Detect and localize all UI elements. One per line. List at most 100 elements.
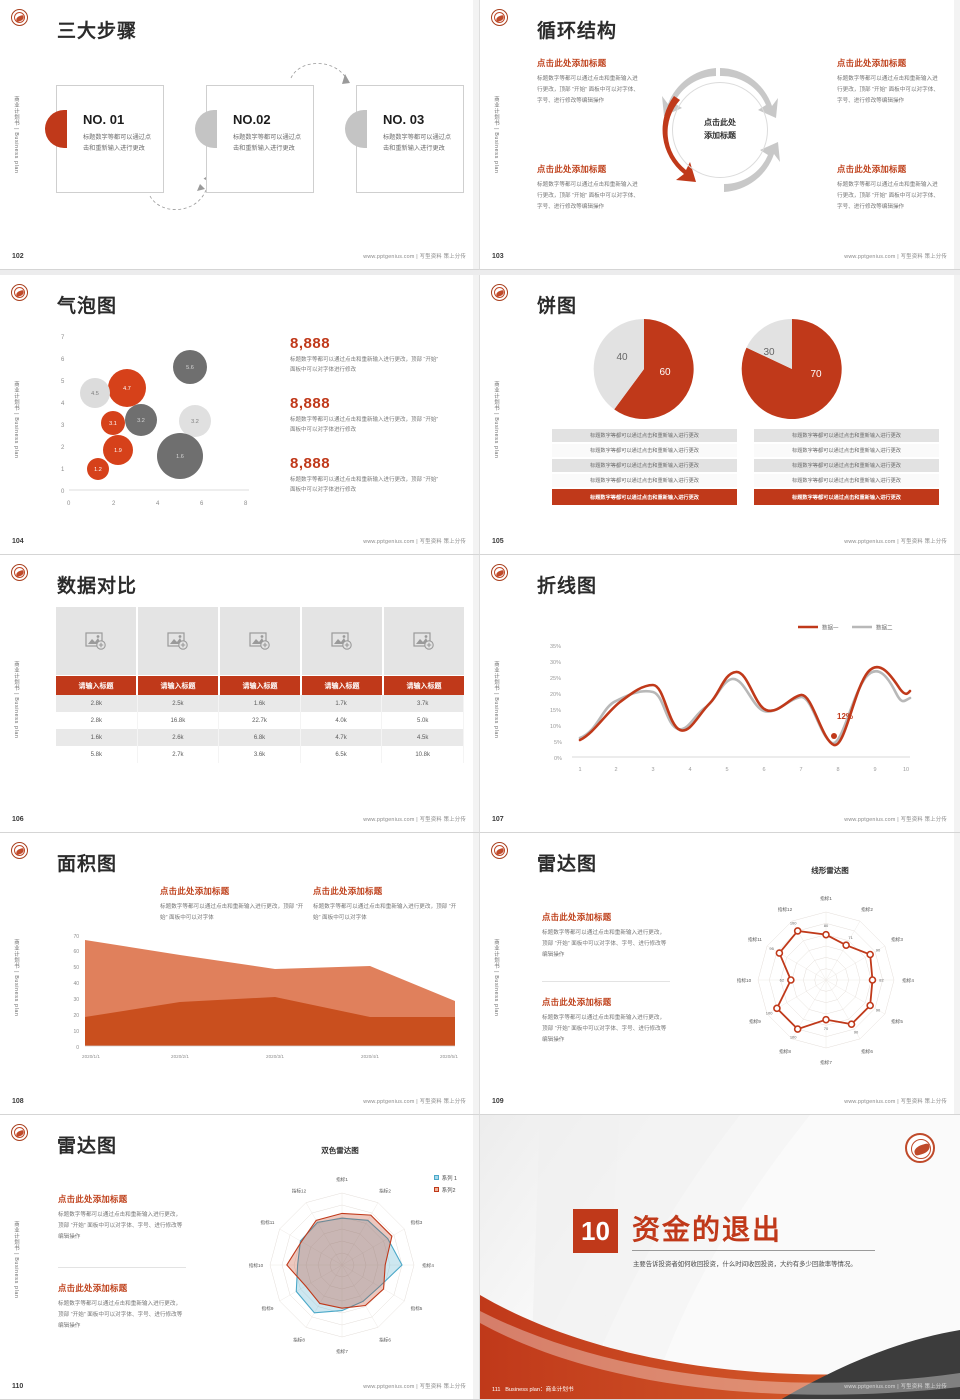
legend-row-highlight[interactable]: 标题数字等都可以通过点击和重新输入进行更改 <box>552 489 737 505</box>
area-block-2[interactable]: 点击此处添加标题 标题数字等都可以通过点击和重新输入进行更改，顶部 “开始” 面… <box>313 885 458 924</box>
grid-gap <box>0 270 960 275</box>
svg-text:5%: 5% <box>554 740 562 746</box>
cycle-center[interactable]: 点击此处 添加标题 <box>672 82 768 178</box>
step-card-1[interactable]: NO. 01 标题数字等都可以通过点击和重新输入进行更改 <box>56 85 164 193</box>
stat-3[interactable]: 8,888 标题数字等都可以通过点击和重新输入进行更改，顶部 “开始” 面板中可… <box>290 455 442 495</box>
slide-109[interactable]: 雷达图 商业计划书 | Business plan 线形雷达图 点击此处添加标题… <box>480 833 960 1115</box>
footer-credit: www.pptgenius.com | 写型资料 策上分传 <box>844 254 947 260</box>
table-column-header: 请输入标题 <box>138 676 218 695</box>
page-number: 107 <box>492 816 504 823</box>
slide-103[interactable]: 循环结构 商业计划书 | Business plan 点击此处添加标题 标题数字… <box>480 0 960 270</box>
legend-row[interactable]: 标题数字等都可以通过点击和重新输入进行更改 <box>552 459 737 472</box>
table-cell: 1.6k <box>56 729 138 746</box>
step-number: NO.02 <box>233 112 271 127</box>
radar-block-2[interactable]: 点击此处添加标题 标题数字等都可以通过点击和重新输入进行更改，顶部 “开始” 面… <box>542 981 670 1046</box>
cycle-block-3[interactable]: 点击此处添加标题 标题数字等都可以通过点击和重新输入进行更改，顶部 “开始” 面… <box>837 57 942 107</box>
image-placeholder-icon[interactable] <box>138 607 218 675</box>
pie-legend-left: 标题数字等都可以通过点击和重新输入进行更改 标题数字等都可以通过点击和重新输入进… <box>552 429 737 507</box>
svg-text:指标6: 指标6 <box>379 1336 391 1343</box>
legend-row[interactable]: 标题数字等都可以通过点击和重新输入进行更改 <box>754 444 939 457</box>
image-placeholder-icon[interactable] <box>220 607 300 675</box>
image-placeholder-icon[interactable] <box>302 607 382 675</box>
svg-text:20: 20 <box>73 1013 79 1019</box>
brand-logo-icon <box>491 284 508 301</box>
table-cell: 1.7k <box>301 695 383 712</box>
cycle-block-4[interactable]: 点击此处添加标题 标题数字等都可以通过点击和重新输入进行更改，顶部 “开始” 面… <box>837 163 942 213</box>
legend-row[interactable]: 标题数字等都可以通过点击和重新输入进行更改 <box>552 474 737 487</box>
slide-106[interactable]: 数据对比 商业计划书 | Business plan 请输入标题 请输入标题 请输入… <box>0 555 480 833</box>
footer-credit: www.pptgenius.com | 写型资料 策上分传 <box>363 1384 466 1390</box>
svg-text:2020/4/1: 2020/4/1 <box>361 1054 379 1059</box>
radar-block-1[interactable]: 点击此处添加标题 标题数字等都可以通过点击和重新输入进行更改，顶部 “开始” 面… <box>58 1193 186 1243</box>
svg-text:4.7: 4.7 <box>123 386 131 392</box>
svg-text:80: 80 <box>824 923 829 928</box>
footer-credit: www.pptgenius.com | 写型资料 策上分传 <box>363 1099 466 1105</box>
legend-row[interactable]: 标题数字等都可以通过点击和重新输入进行更改 <box>552 444 737 457</box>
svg-text:指标9: 指标9 <box>262 1305 274 1312</box>
svg-text:指标2: 指标2 <box>379 1188 391 1195</box>
step-marker-3 <box>345 110 367 148</box>
cycle-block-1[interactable]: 点击此处添加标题 标题数字等都可以通过点击和重新输入进行更改，顶部 “开始” 面… <box>537 57 642 107</box>
table-row: 2.8k 2.5k 1.6k 1.7k 3.7k <box>56 695 464 712</box>
svg-text:5.6: 5.6 <box>186 365 194 371</box>
cycle-block-2[interactable]: 点击此处添加标题 标题数字等都可以通过点击和重新输入进行更改，顶部 “开始” 面… <box>537 163 642 213</box>
svg-text:指标9: 指标9 <box>749 1018 761 1025</box>
side-vertical-label: 商业计划书 | Business plan <box>12 1221 19 1299</box>
svg-text:3.1: 3.1 <box>109 421 117 427</box>
block-heading: 点击此处添加标题 <box>58 1283 128 1293</box>
slide-108[interactable]: 面积图 商业计划书 | Business plan 点击此处添加标题 标题数字等… <box>0 833 480 1115</box>
slide-111[interactable]: 10 资金的退出 主要告诉投资者如何收回投资，什么时间收回投资，大约有多少回款率… <box>480 1115 960 1400</box>
table-cell: 4.0k <box>301 712 383 729</box>
legend-row-highlight[interactable]: 标题数字等都可以通过点击和重新输入进行更改 <box>754 489 939 505</box>
footer-credit: www.pptgenius.com | 写型资料 策上分传 <box>844 1384 947 1390</box>
image-placeholder-icon[interactable] <box>384 607 464 675</box>
radar-block-2[interactable]: 点击此处添加标题 标题数字等都可以通过点击和重新输入进行更改，顶部 “开始” 面… <box>58 1267 186 1332</box>
legend-swatch-series1 <box>433 1175 439 1180</box>
svg-text:82: 82 <box>879 978 884 983</box>
legend-row[interactable]: 标题数字等都可以通过点击和重新输入进行更改 <box>754 459 939 472</box>
svg-text:指标11: 指标11 <box>748 936 762 943</box>
legend-swatch-series2 <box>433 1187 439 1193</box>
slide-102[interactable]: 三大步骤 商业计划书 | Business plan NO. 01 标题数字等都… <box>0 0 480 270</box>
section-rule <box>632 1250 875 1251</box>
area-block-1[interactable]: 点击此处添加标题 标题数字等都可以通过点击和重新输入进行更改，顶部 “开始” 面… <box>160 885 305 924</box>
svg-text:指标5: 指标5 <box>891 1018 903 1025</box>
step-connectors <box>149 63 350 210</box>
legend-row[interactable]: 标题数字等都可以通过点击和重新输入进行更改 <box>552 429 737 442</box>
step-card-2[interactable]: NO.02 标题数字等都可以通过点击和重新输入进行更改 <box>206 85 314 193</box>
svg-text:指标10: 指标10 <box>737 977 752 984</box>
block-body: 标题数字等都可以通过点击和重新输入进行更改，顶部 “开始” 面板中可以对字体 <box>313 904 457 921</box>
legend-row[interactable]: 标题数字等都可以通过点击和重新输入进行更改 <box>754 474 939 487</box>
slide-110[interactable]: 雷达图 商业计划书 | Business plan 双色雷达图 点击此处添加标题… <box>0 1115 480 1400</box>
image-placeholder-icon[interactable] <box>56 607 136 675</box>
side-vertical-label: 商业计划书 | Business plan <box>12 381 19 459</box>
stat-desc: 标题数字等都可以通过点击和重新输入进行更改，顶部 “开始” 面板中可以对字体进行… <box>290 417 439 434</box>
legend-row[interactable]: 标题数字等都可以通过点击和重新输入进行更改 <box>754 429 939 442</box>
svg-text:2: 2 <box>112 501 116 507</box>
footer-credit: www.pptgenius.com | 写型资料 策上分传 <box>844 539 947 545</box>
slide-104[interactable]: 气泡图 商业计划书 | Business plan 7 6 5 4 3 2 1 … <box>0 275 480 555</box>
step-card-3[interactable]: NO. 03 标题数字等都可以通过点击和重新输入进行更改 <box>356 85 464 193</box>
slide-105[interactable]: 饼图 商业计划书 | Business plan 60 40 70 30 标题数… <box>480 275 960 555</box>
svg-text:数据一: 数据一 <box>822 624 839 632</box>
radar-block-1[interactable]: 点击此处添加标题 标题数字等都可以通过点击和重新输入进行更改，顶部 “开始” 面… <box>542 911 670 961</box>
svg-text:2020/1/1: 2020/1/1 <box>82 1054 100 1059</box>
page-number: 109 <box>492 1098 504 1105</box>
table-cell: 3.7k <box>382 695 464 712</box>
svg-text:3.2: 3.2 <box>137 418 145 424</box>
svg-text:3.2: 3.2 <box>191 419 199 425</box>
svg-text:8: 8 <box>244 501 248 507</box>
stat-1[interactable]: 8,888 标题数字等都可以通过点击和重新输入进行更改，顶部 “开始” 面板中可… <box>290 335 442 375</box>
table-cell: 6.5k <box>301 746 383 763</box>
stat-2[interactable]: 8,888 标题数字等都可以通过点击和重新输入进行更改，顶部 “开始” 面板中可… <box>290 395 442 435</box>
slide-107[interactable]: 折线图 商业计划书 | Business plan 35% 30% 25% 20% 1… <box>480 555 960 833</box>
svg-text:30%: 30% <box>550 660 561 666</box>
brand-logo-icon <box>11 564 28 581</box>
svg-text:8: 8 <box>836 767 839 773</box>
block-heading: 点击此处添加标题 <box>542 912 612 922</box>
table-row: 1.6k 2.6k 6.8k 4.7k 4.5k <box>56 729 464 746</box>
svg-text:50: 50 <box>73 965 79 971</box>
brand-logo-icon <box>11 284 28 301</box>
side-vertical-label: 商业计划书 | Business plan <box>12 939 19 1017</box>
side-vertical-label: 商业计划书 | Business plan <box>492 661 499 739</box>
